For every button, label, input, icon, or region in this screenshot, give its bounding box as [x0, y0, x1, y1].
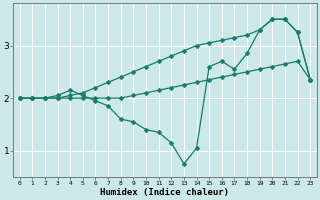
X-axis label: Humidex (Indice chaleur): Humidex (Indice chaleur): [100, 188, 229, 197]
